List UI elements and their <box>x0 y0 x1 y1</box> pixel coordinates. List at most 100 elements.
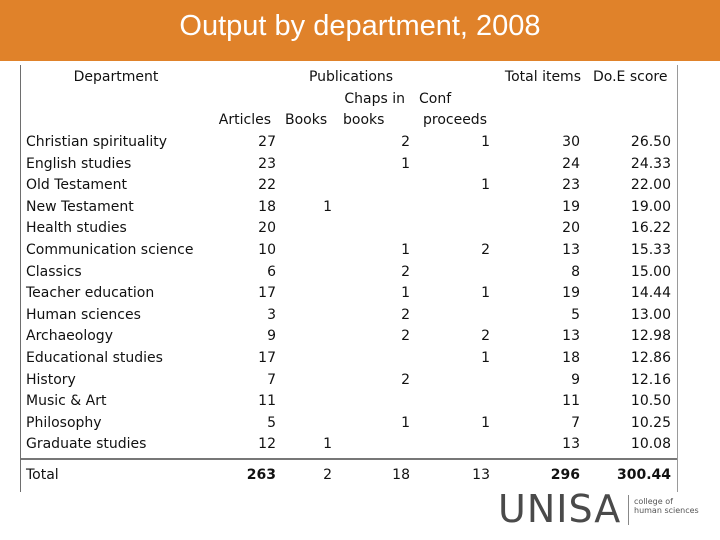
cell-conf-proceeds: 1 <box>481 285 490 302</box>
header-publications: Publications <box>308 69 394 85</box>
cell-department: Music & Art <box>26 393 107 410</box>
cell-articles: 20 <box>258 220 276 237</box>
cell-chaps-in-books: 1 <box>401 242 410 258</box>
cell-department: Philosophy <box>26 414 102 431</box>
cell-conf-proceeds: 1 <box>481 414 490 431</box>
cell-articles: 3 <box>267 306 276 323</box>
cell-doe-score: 26.50 <box>630 134 671 150</box>
cell-total-items: 19 <box>562 198 580 215</box>
logo-subtitle-line2: human sciences <box>634 506 699 515</box>
header-books: Books <box>285 112 328 128</box>
cell-doe-score: 12.98 <box>630 328 671 345</box>
cell-total-items: 23 <box>562 177 580 194</box>
cell-articles: 7 <box>267 371 276 388</box>
cell-doe-score: 15.00 <box>630 263 671 280</box>
cell-doe-score: 13.00 <box>630 306 671 323</box>
total-books: 2 <box>323 467 332 483</box>
cell-doe-score: 10.25 <box>630 414 671 431</box>
header-articles: Articles <box>218 112 271 128</box>
total-label: Total <box>26 467 59 483</box>
cell-total-items: 20 <box>562 220 580 237</box>
cell-doe-score: 15.33 <box>630 242 671 258</box>
cell-department: Teacher education <box>26 285 155 302</box>
cell-department: Graduate studies <box>26 436 147 453</box>
cell-department: Educational studies <box>26 350 163 366</box>
logo-divider <box>628 495 629 525</box>
cell-articles: 17 <box>258 285 276 302</box>
cell-articles: 23 <box>258 155 276 172</box>
cell-doe-score: 10.08 <box>630 436 671 453</box>
header-total-items: Total items <box>504 69 581 85</box>
cell-total-items: 30 <box>562 134 580 150</box>
cell-chaps-in-books: 1 <box>401 155 410 172</box>
cell-articles: 12 <box>258 436 276 453</box>
cell-total-items: 13 <box>562 328 580 345</box>
header-doe-score: Do.E score <box>593 69 668 85</box>
cell-articles: 9 <box>267 328 276 345</box>
cell-total-items: 9 <box>571 371 580 388</box>
cell-doe-score: 10.50 <box>630 393 671 410</box>
header-department: Department <box>73 69 159 85</box>
cell-books: 1 <box>323 436 332 453</box>
cell-total-items: 13 <box>562 242 580 258</box>
cell-chaps-in-books: 2 <box>401 371 410 388</box>
cell-department: New Testament <box>26 198 134 215</box>
cell-department: Old Testament <box>26 177 128 194</box>
cell-chaps-in-books: 2 <box>401 306 410 323</box>
cell-total-items: 8 <box>571 263 580 280</box>
cell-total-items: 24 <box>562 155 580 172</box>
total-conf: 13 <box>472 467 490 483</box>
cell-articles: 11 <box>258 393 276 410</box>
cell-conf-proceeds: 2 <box>481 328 490 345</box>
cell-doe-score: 16.22 <box>630 220 671 237</box>
cell-total-items: 5 <box>571 306 580 323</box>
cell-doe-score: 19.00 <box>630 198 671 215</box>
cell-books: 1 <box>323 198 332 215</box>
title-bar: Output by department, 2008 <box>0 0 720 61</box>
total-doe-score: 300.44 <box>616 467 671 483</box>
page-title: Output by department, 2008 <box>179 10 541 42</box>
cell-articles: 6 <box>267 263 276 280</box>
cell-chaps-in-books: 1 <box>401 285 410 302</box>
cell-doe-score: 12.86 <box>630 350 671 366</box>
cell-chaps-in-books: 2 <box>401 328 410 345</box>
cell-articles: 10 <box>258 242 276 258</box>
cell-total-items: 11 <box>562 393 580 410</box>
cell-total-items: 18 <box>562 350 580 366</box>
spreadsheet-table: Department Publications Total items Do.E… <box>20 65 678 492</box>
cell-total-items: 7 <box>571 414 580 431</box>
cell-chaps-in-books: 2 <box>401 134 410 150</box>
cell-department: Archaeology <box>26 328 113 345</box>
cell-chaps-in-books: 2 <box>401 263 410 280</box>
total-separator <box>21 458 677 460</box>
cell-department: Classics <box>26 263 82 280</box>
cell-articles: 27 <box>258 134 276 150</box>
cell-conf-proceeds: 1 <box>481 134 490 150</box>
cell-conf-proceeds: 2 <box>481 242 490 258</box>
cell-articles: 17 <box>258 350 276 366</box>
total-articles: 263 <box>246 467 276 483</box>
cell-total-items: 13 <box>562 436 580 453</box>
cell-department: Christian spirituality <box>26 134 168 150</box>
cell-department: Health studies <box>26 220 127 237</box>
logo-subtitle-line1: college of <box>634 497 673 506</box>
cell-articles: 5 <box>267 414 276 431</box>
cell-doe-score: 24.33 <box>630 155 671 172</box>
total-chaps: 18 <box>392 467 410 483</box>
cell-department: History <box>26 371 76 388</box>
unisa-logo: UNISA college of human sciences <box>498 487 720 540</box>
header-conf: Conf <box>419 91 452 107</box>
total-total-items: 296 <box>550 467 580 483</box>
cell-articles: 18 <box>258 198 276 215</box>
header-chaps-books: books <box>343 112 385 128</box>
cell-department: Communication science <box>26 242 194 258</box>
cell-total-items: 19 <box>562 285 580 302</box>
cell-department: English studies <box>26 155 132 172</box>
cell-articles: 22 <box>258 177 276 194</box>
cell-conf-proceeds: 1 <box>481 177 490 194</box>
cell-chaps-in-books: 1 <box>401 414 410 431</box>
header-proceeds: proceeds <box>422 112 487 128</box>
cell-department: Human sciences <box>26 306 141 323</box>
cell-conf-proceeds: 1 <box>481 350 490 366</box>
cell-doe-score: 12.16 <box>630 371 671 388</box>
